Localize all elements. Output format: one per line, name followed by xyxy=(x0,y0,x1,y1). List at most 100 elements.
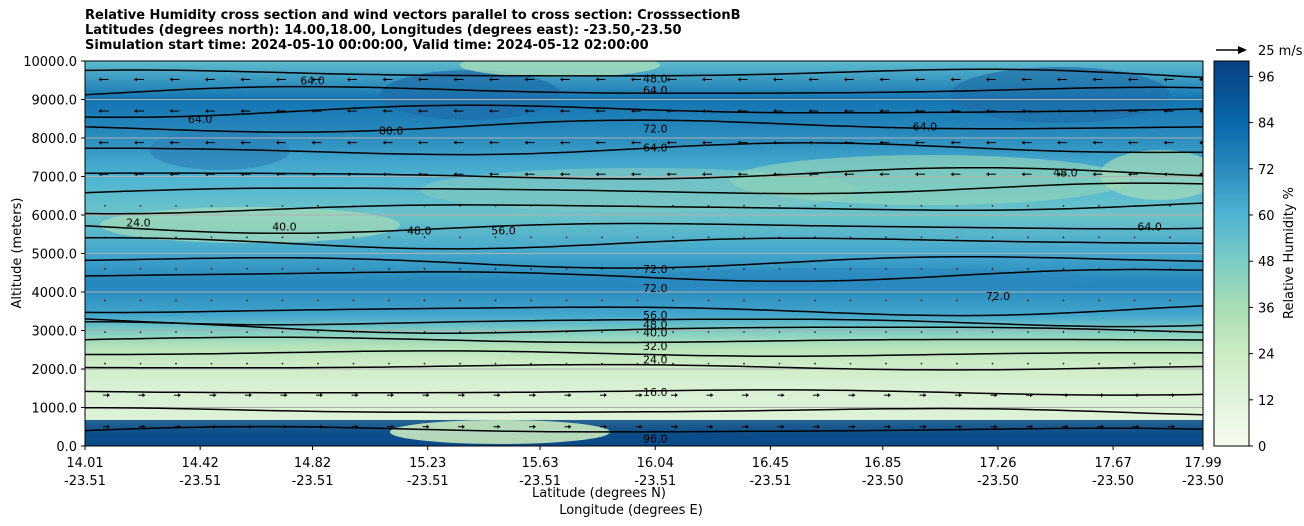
wind-vector xyxy=(423,331,426,333)
wind-vector xyxy=(1098,331,1100,333)
wind-vector xyxy=(920,362,923,365)
wind-vector xyxy=(743,299,745,302)
wind-vector xyxy=(246,268,248,270)
wind-vector-head xyxy=(276,140,279,145)
wind-vector-head xyxy=(462,393,465,398)
contour-label: 48.0 xyxy=(1053,167,1078,180)
wind-vector-head xyxy=(284,424,288,429)
wind-vector-head xyxy=(915,140,918,145)
x-tick-label-longitude: -23.51 xyxy=(634,474,676,489)
colorbar-label: Relative Humidity % xyxy=(1282,187,1297,319)
x-tick-label-latitude: 14.82 xyxy=(294,456,331,471)
wind-vector xyxy=(920,299,923,302)
wind-vector xyxy=(423,236,426,239)
wind-vector xyxy=(601,268,603,270)
wind-vector-head xyxy=(524,109,528,114)
wind-vector xyxy=(494,204,497,207)
title-line-3: Simulation start time: 2024-05-10 00:00:… xyxy=(85,38,649,53)
wind-vector-head xyxy=(773,109,776,114)
wind-vector-head xyxy=(1163,172,1167,177)
wind-vector-head xyxy=(1128,172,1131,177)
wind-vector-head xyxy=(560,140,563,145)
wind-vector-head xyxy=(595,77,599,82)
wind-vector-head xyxy=(879,140,883,145)
wind-vector xyxy=(388,362,390,365)
wind-vector-head xyxy=(1128,77,1131,82)
contour-line xyxy=(85,350,1203,357)
wind-vector xyxy=(885,331,887,333)
y-axis-label: Altitude (meters) xyxy=(10,198,25,309)
x-tick-label-latitude: 14.01 xyxy=(66,456,103,471)
wind-vector xyxy=(885,299,887,302)
wind-vector xyxy=(920,331,923,333)
x-tick-label-latitude: 16.04 xyxy=(637,456,674,471)
wind-vector xyxy=(849,362,852,365)
wind-vector xyxy=(1169,268,1171,270)
y-tick-label: 2000.0 xyxy=(32,363,78,378)
wind-vector xyxy=(1027,362,1029,365)
wind-vector-head xyxy=(737,109,741,114)
contour-label: 48.0 xyxy=(643,319,668,332)
wind-vector xyxy=(991,362,994,365)
wind-vector xyxy=(849,299,852,302)
x-tick-label-latitude: 15.23 xyxy=(409,456,446,471)
contour-line xyxy=(85,166,1203,180)
wind-vector xyxy=(1027,299,1029,302)
wind-vector-head xyxy=(808,109,812,114)
wind-vector xyxy=(139,299,142,302)
wind-vector xyxy=(1062,299,1065,302)
wind-vector-head xyxy=(986,140,989,145)
wind-vector-head xyxy=(489,77,492,82)
wind-vector-head xyxy=(533,424,536,429)
wind-vector-head xyxy=(134,109,137,114)
wind-vector-head xyxy=(1021,140,1025,145)
y-tick-label: 10000.0 xyxy=(23,55,77,70)
wind-vector-head xyxy=(631,109,634,114)
contour-line xyxy=(85,85,1203,96)
colorbar-ticks: 0 12 24 36 48 60 72 84 96 xyxy=(1249,70,1275,455)
wind-vector xyxy=(920,204,923,207)
wind-vector-head xyxy=(879,172,883,177)
contour-line xyxy=(85,104,1203,119)
wind-vector-head xyxy=(1092,77,1096,82)
contour-line xyxy=(85,268,1203,283)
wind-vector xyxy=(849,331,852,333)
dry-patch xyxy=(730,155,1130,205)
wind-vector-head xyxy=(391,393,394,398)
wind-vector-head xyxy=(666,77,670,82)
dry-patch xyxy=(1100,150,1203,200)
wind-vector-head xyxy=(595,140,599,145)
wind-vector-head xyxy=(1172,424,1175,429)
x-tick-label-longitude: -23.51 xyxy=(407,474,449,489)
wind-vector xyxy=(494,362,497,365)
wind-vector xyxy=(814,299,816,302)
wind-vector xyxy=(1098,236,1100,239)
wind-vector xyxy=(352,331,355,333)
wind-vector-head xyxy=(923,424,927,429)
wind-vector xyxy=(175,362,177,365)
wind-vector-head xyxy=(852,393,856,398)
wind-vector-head xyxy=(666,140,670,145)
wind-vector-head xyxy=(418,172,421,177)
wind-vector xyxy=(707,204,710,207)
wind-vector xyxy=(1133,236,1136,239)
wind-vector-head xyxy=(1057,172,1060,177)
wind-vector-head xyxy=(382,140,386,145)
wind-vector xyxy=(778,236,781,239)
x-tick-label-longitude: -23.50 xyxy=(1092,474,1134,489)
contour-label: 16.0 xyxy=(643,386,668,399)
x-tick-label-latitude: 16.85 xyxy=(864,456,901,471)
wind-vector xyxy=(1169,362,1171,365)
wind-vector xyxy=(636,299,639,302)
wind-vector-head xyxy=(702,109,705,114)
wind-vector xyxy=(210,331,213,333)
wind-vector-head xyxy=(320,393,323,398)
wind-vector xyxy=(281,331,284,333)
wind-vector-head xyxy=(994,424,998,429)
x-tick-label-latitude: 14.42 xyxy=(182,456,219,471)
wind-vector xyxy=(920,268,923,270)
wind-vector-head xyxy=(205,77,208,82)
contour-label: 96.0 xyxy=(643,432,668,445)
wind-vector-head xyxy=(489,172,492,177)
